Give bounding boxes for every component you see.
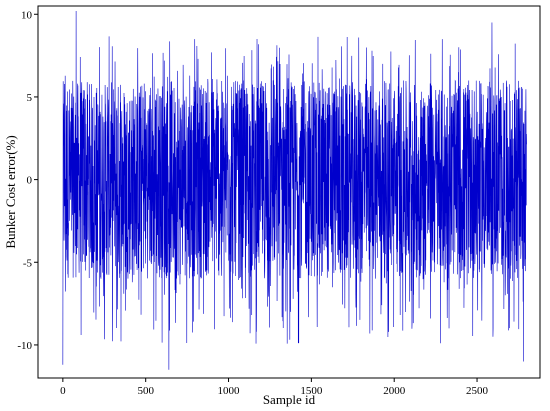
x-tick-label: 1500 bbox=[300, 385, 323, 397]
y-axis-label: Bunker Cost error(%) bbox=[3, 135, 18, 248]
y-tick-label: -5 bbox=[23, 257, 33, 269]
series-group bbox=[62, 10, 527, 370]
x-axis-ticks: 0 500 1000 1500 2000 2500 bbox=[60, 378, 489, 397]
x-tick-label: 1000 bbox=[218, 385, 241, 397]
plot-frame bbox=[37, 5, 541, 379]
y-tick-label: 0 bbox=[27, 175, 33, 187]
bunker-cost-error-series-line bbox=[62, 10, 527, 370]
x-tick-label: 0 bbox=[60, 385, 66, 397]
y-axis-ticks: -10 -5 0 5 10 bbox=[17, 9, 38, 352]
x-axis-label: Sample id bbox=[263, 392, 316, 407]
y-tick-label: 10 bbox=[21, 9, 33, 21]
x-tick-label: 2000 bbox=[383, 385, 406, 397]
x-tick-label: 500 bbox=[137, 385, 154, 397]
y-tick-label: -10 bbox=[17, 340, 32, 352]
x-tick-label: 2500 bbox=[466, 385, 489, 397]
y-tick-label: 5 bbox=[27, 92, 33, 104]
